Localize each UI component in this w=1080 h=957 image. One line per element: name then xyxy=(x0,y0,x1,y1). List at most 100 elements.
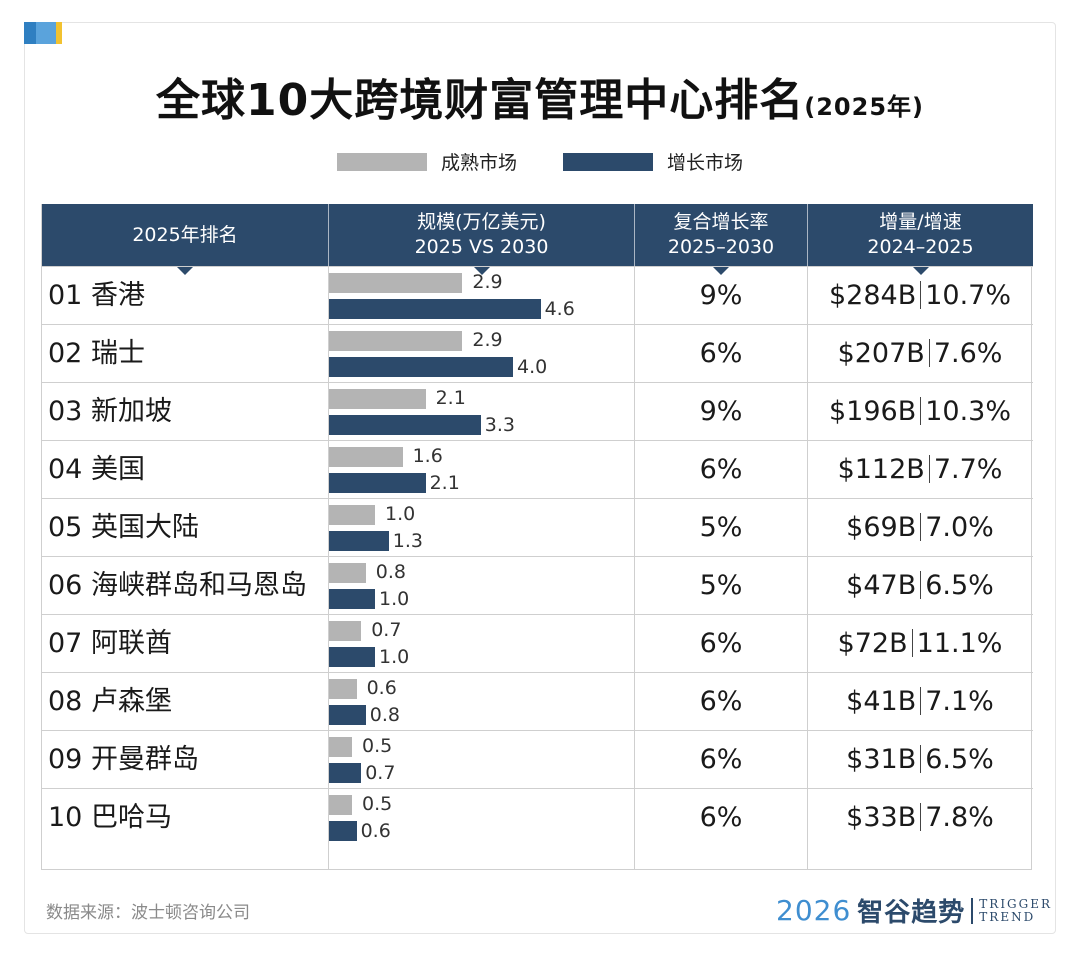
header-rank: 2025年排名 xyxy=(42,204,328,275)
header-rank-label: 2025年排名 xyxy=(132,223,238,246)
bar-2030 xyxy=(329,357,513,377)
legend-label-mature: 成熟市场 xyxy=(440,152,517,174)
bar-2030 xyxy=(329,531,389,551)
increment-growth: $284B 10.7% xyxy=(808,267,1032,325)
table-header: 2025年排名 规模(万亿美元) 2025 VS 2030 复合增长率 2025… xyxy=(42,204,1033,275)
table-row: 05 英国大陆 1.0 1.3 5% $69B 7.0% xyxy=(42,498,1033,556)
chart-title: 全球10大跨境财富管理中心排名(2025年) xyxy=(0,64,1080,128)
bar-2030-value: 3.3 xyxy=(484,414,516,436)
bar-2030 xyxy=(329,647,375,667)
bar-2025 xyxy=(329,273,463,293)
legend-item-growth: 增长市场 xyxy=(563,148,743,175)
increment-value: $33B xyxy=(846,802,917,833)
bar-2025-value: 2.9 xyxy=(472,329,503,351)
header-scale: 规模(万亿美元) 2025 VS 2030 xyxy=(329,204,634,275)
table-row: 04 美国 1.6 2.1 6% $112B 7.7% xyxy=(42,440,1033,498)
logo-name: 智谷趋势 xyxy=(857,898,966,928)
rank-label: 02 瑞士 xyxy=(48,338,145,369)
increment-separator xyxy=(920,280,922,309)
bar-2030-value: 4.6 xyxy=(544,298,575,320)
legend-label-growth: 增长市场 xyxy=(667,152,744,174)
increment-growth: $47B 6.5% xyxy=(808,557,1032,615)
rank-label: 09 开曼群岛 xyxy=(48,744,199,775)
rank-label: 05 英国大陆 xyxy=(48,512,199,543)
growth-value: 7.7% xyxy=(933,454,1003,485)
table-row: 10 巴哈马 0.5 0.6 6% $33B 7.8% xyxy=(42,788,1033,846)
growth-value: 7.1% xyxy=(925,686,994,717)
ranking-table: 2025年排名 规模(万亿美元) 2025 VS 2030 复合增长率 2025… xyxy=(41,204,1033,870)
increment-value: $41B xyxy=(846,686,917,717)
chart-title-main: 全球10大跨境财富管理中心排名 xyxy=(156,75,805,126)
logo-year: 2026 xyxy=(776,894,852,927)
table-row: 09 开曼群岛 0.5 0.7 6% $31B 6.5% xyxy=(42,730,1033,788)
increment-value: $207B xyxy=(837,338,925,369)
cagr-value: 5% xyxy=(699,512,743,543)
rank-label: 03 新加坡 xyxy=(48,396,172,427)
increment-separator xyxy=(928,454,930,483)
table-row: 03 新加坡 2.1 3.3 9% $196B 10.3% xyxy=(42,382,1033,440)
bar-2025-value: 2.9 xyxy=(472,271,503,293)
legend-swatch-mature xyxy=(336,152,427,171)
growth-value: 10.3% xyxy=(925,396,1012,427)
increment-growth: $41B 7.1% xyxy=(808,673,1032,731)
increment-value: $47B xyxy=(846,570,917,601)
bar-2025-value: 2.1 xyxy=(435,387,466,409)
legend: 成熟市场 增长市场 xyxy=(0,148,1080,175)
header-increment: 增量/增速 2024–2025 xyxy=(808,204,1033,275)
table-row: 08 卢森堡 0.6 0.8 6% $41B 7.1% xyxy=(42,672,1033,730)
bar-2025 xyxy=(329,389,426,409)
bar-2030 xyxy=(329,299,541,319)
bar-2030 xyxy=(329,705,366,725)
header-incr-line2: 2024–2025 xyxy=(867,236,974,258)
bar-2025-value: 0.5 xyxy=(362,735,393,757)
rank-label: 04 美国 xyxy=(48,454,145,485)
bar-2030-value: 0.8 xyxy=(369,704,401,726)
increment-separator xyxy=(928,338,930,367)
increment-value: $69B xyxy=(846,512,917,543)
increment-separator xyxy=(911,628,913,657)
source-note: 数据来源：波士顿咨询公司 xyxy=(46,903,250,923)
legend-swatch-growth xyxy=(563,152,653,171)
increment-separator xyxy=(920,570,922,599)
cagr-value: 6% xyxy=(699,628,743,659)
bar-2030 xyxy=(329,821,357,841)
increment-growth: $207B 7.6% xyxy=(808,325,1032,383)
bar-2030 xyxy=(329,473,426,493)
logo-english: TRIGGER TREND xyxy=(979,896,1053,924)
rank-label: 08 卢森堡 xyxy=(48,686,172,717)
bar-2025 xyxy=(329,505,375,525)
bar-2030 xyxy=(329,415,481,435)
growth-value: 6.5% xyxy=(925,570,994,601)
increment-separator xyxy=(920,744,922,773)
bar-2025-value: 0.6 xyxy=(366,677,397,699)
rank-label: 07 阿联酋 xyxy=(48,628,172,659)
increment-separator xyxy=(920,396,922,425)
growth-value: 6.5% xyxy=(925,744,994,775)
bar-2030-value: 1.0 xyxy=(379,588,410,610)
bar-2025-value: 0.7 xyxy=(371,619,402,641)
table-row: 02 瑞士 2.9 4.0 6% $207B 7.6% xyxy=(42,324,1033,382)
increment-growth: $112B 7.7% xyxy=(808,441,1032,499)
table-row: 06 海峡群岛和马恩岛 0.8 1.0 5% $47B 6.5% xyxy=(42,556,1033,614)
increment-separator xyxy=(920,802,922,831)
rank-label: 06 海峡群岛和马恩岛 xyxy=(48,570,307,601)
cagr-value: 6% xyxy=(699,338,743,369)
bar-2025 xyxy=(329,795,352,815)
table-row: 07 阿联酋 0.7 1.0 6% $72B 11.1% xyxy=(42,614,1033,672)
bar-2025-value: 1.6 xyxy=(412,445,443,467)
bar-2025-value: 1.0 xyxy=(385,503,416,525)
cagr-value: 5% xyxy=(699,570,743,601)
logo-en-line1: TRIGGER xyxy=(979,896,1053,911)
growth-value: 11.1% xyxy=(916,628,1003,659)
increment-growth: $31B 6.5% xyxy=(808,731,1032,789)
bar-2025-value: 0.5 xyxy=(362,793,393,815)
bar-2030 xyxy=(329,763,362,783)
cagr-value: 6% xyxy=(699,454,743,485)
growth-value: 7.6% xyxy=(933,338,1003,369)
increment-growth: $196B 10.3% xyxy=(808,383,1032,441)
increment-value: $112B xyxy=(837,454,925,485)
cagr-value: 6% xyxy=(699,686,743,717)
bar-2025 xyxy=(329,621,362,641)
bar-2025 xyxy=(329,447,403,467)
bar-2025 xyxy=(329,679,357,699)
